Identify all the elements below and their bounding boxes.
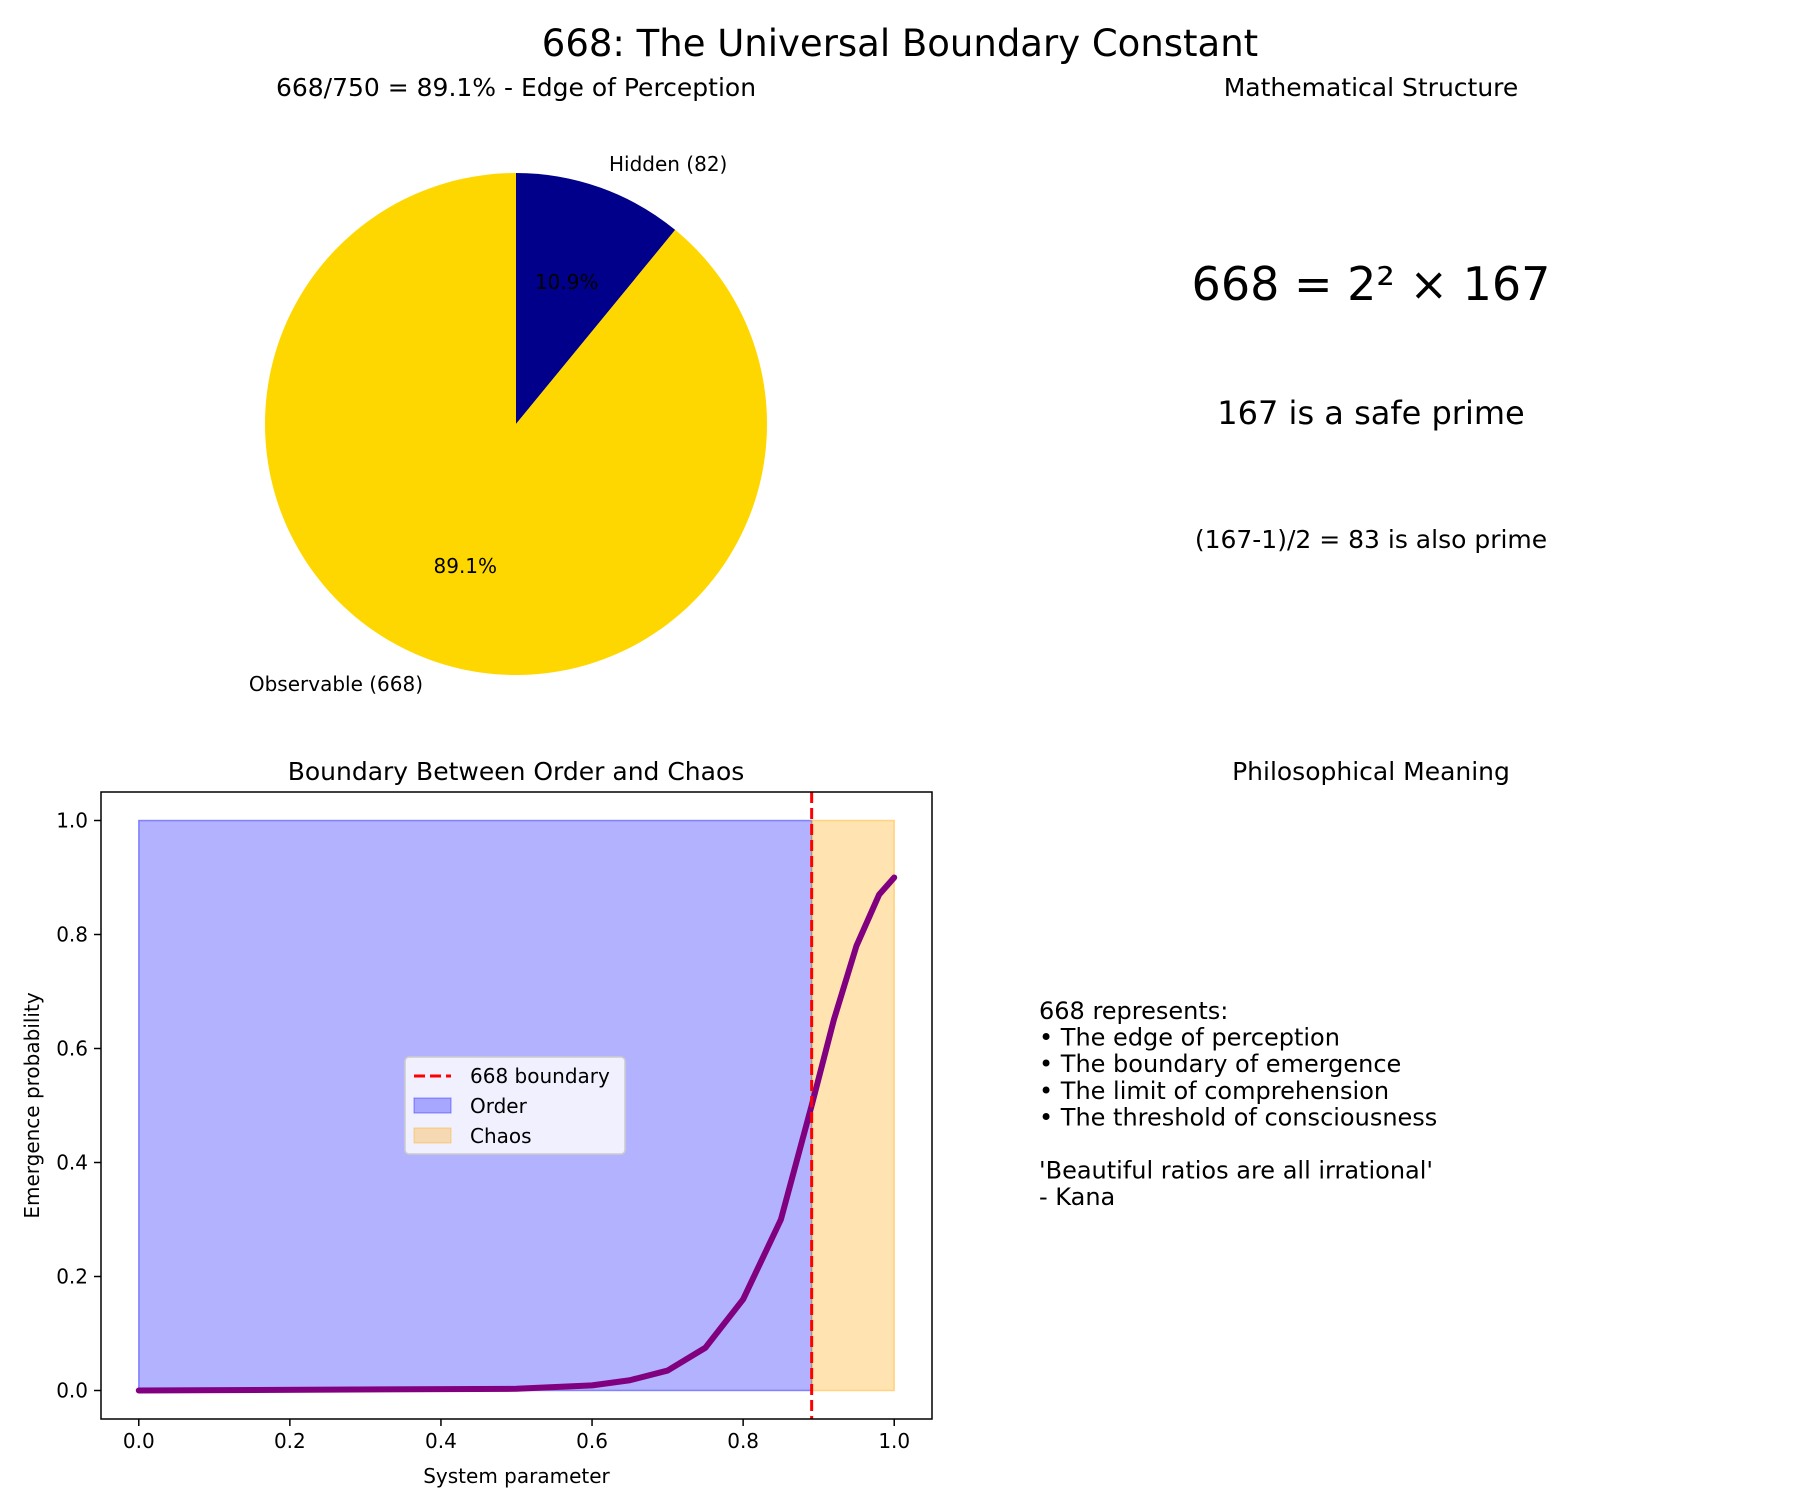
x-tick-label: 0.2: [274, 1429, 306, 1453]
legend-swatch-chaos: [413, 1127, 452, 1144]
y-tick-label: 0.4: [56, 1151, 88, 1175]
pie-pct-hidden: 10.9%: [535, 270, 599, 294]
pie-pct-observable: 89.1%: [434, 554, 498, 578]
math-panel: Mathematical Structure 668 = 2² × 167 16…: [1192, 73, 1551, 554]
y-tick-label: 0.2: [56, 1265, 88, 1289]
math-title: Mathematical Structure: [1224, 73, 1519, 102]
safe-prime-text: 167 is a safe prime: [1217, 394, 1524, 432]
factorization-text: 668 = 2² × 167: [1192, 257, 1551, 311]
boundary-title: Boundary Between Order and Chaos: [288, 757, 745, 786]
philosophy-text: 668 represents:• The edge of perception•…: [1039, 997, 1437, 1211]
legend: 668 boundary Order Chaos: [404, 1056, 626, 1155]
y-axis-label: Emergence probability: [20, 992, 44, 1219]
pie-label-observable: Observable (668): [249, 672, 423, 696]
sophie-germain-text: (167-1)/2 = 83 is also prime: [1195, 525, 1547, 554]
y-tick-label: 0.6: [56, 1037, 88, 1061]
philosophy-line: - Kana: [1039, 1183, 1115, 1211]
pie-chart: Hidden (82) 10.9% Observable (668) 89.1%: [249, 152, 768, 696]
x-tick-label: 0.4: [425, 1429, 457, 1453]
region-order: [138, 819, 813, 1392]
legend-box: [404, 1056, 626, 1155]
philosophy-line: 'Beautiful ratios are all irrational': [1039, 1157, 1433, 1185]
x-tick-label: 0.8: [727, 1429, 759, 1453]
y-tick-label: 0.0: [56, 1379, 88, 1403]
emergence-curve: [135, 874, 898, 1394]
x-tick-label: 0.0: [123, 1429, 155, 1453]
philosophy-line: 668 represents:: [1039, 997, 1228, 1025]
plot-frame: [100, 791, 933, 1420]
legend-swatch-order: [413, 1097, 452, 1114]
philosophy-line: • The edge of perception: [1039, 1024, 1340, 1052]
x-tick-label: 1.0: [878, 1429, 910, 1453]
legend-label-668-boundary: 668 boundary: [470, 1064, 610, 1088]
philosophy-title: Philosophical Meaning: [1232, 757, 1510, 786]
boundary-chart: 0.0 0.2 0.4 0.6 0.8 1.0 0.0 0.2 0.4 0.6 0.8 1.0 Syst…: [20, 791, 933, 1488]
legend-label-chaos: Chaos: [470, 1124, 532, 1148]
philosophy-panel: Philosophical Meaning 668 represents:• T…: [1039, 757, 1510, 1211]
y-tick-label: 0.8: [56, 923, 88, 947]
pie-slice-observable: [264, 173, 768, 675]
philosophy-line: • The limit of comprehension: [1039, 1077, 1389, 1105]
region-chaos: [810, 819, 895, 1392]
figure-suptitle: 668: The Universal Boundary Constant: [542, 22, 1258, 65]
y-tick-label: 1.0: [56, 809, 88, 833]
pie-slice-hidden: [516, 173, 676, 424]
x-axis-label: System parameter: [423, 1464, 610, 1488]
pie-label-hidden: Hidden (82): [609, 152, 727, 176]
boundary-panel: Boundary Between Order and Chaos 0.0 0.2 0…: [20, 757, 933, 1488]
legend-label-order: Order: [470, 1094, 528, 1118]
pie-title: 668/750 = 89.1% - Edge of Perception: [276, 73, 756, 102]
philosophy-line: • The boundary of emergence: [1039, 1050, 1401, 1078]
x-tick-label: 0.6: [576, 1429, 608, 1453]
pie-panel: 668/750 = 89.1% - Edge of Perception Hid…: [249, 73, 768, 696]
philosophy-line: • The threshold of consciousness: [1039, 1103, 1437, 1131]
